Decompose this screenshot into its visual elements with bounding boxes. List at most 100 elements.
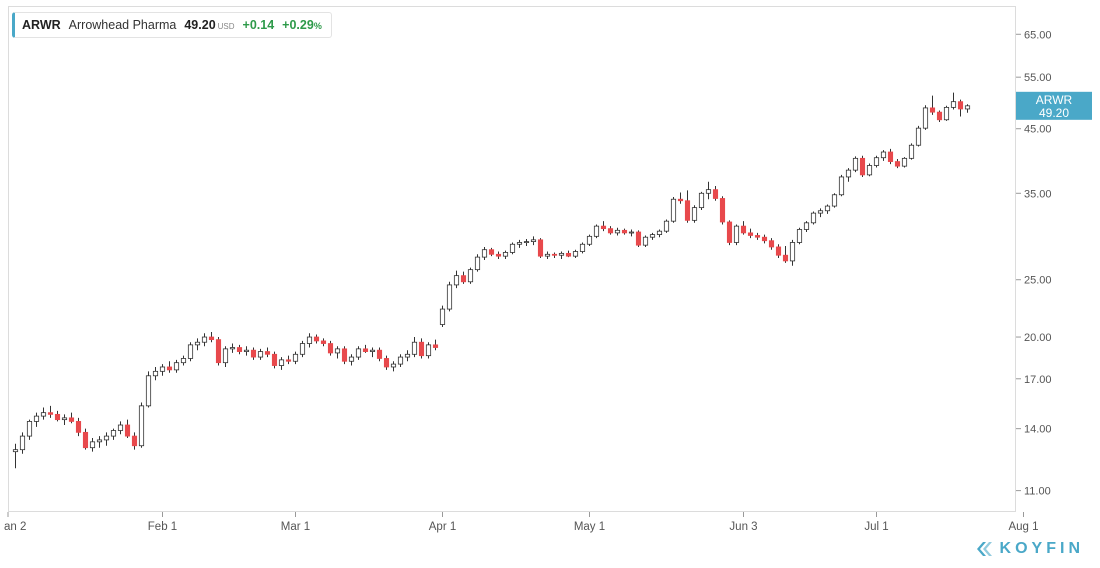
candle-body-up	[180, 358, 187, 364]
candlestick	[243, 346, 250, 356]
y-axis: 11.00 14.00 17.00 20.00 25.00 35.00 45.00 55.00…	[1016, 29, 1052, 498]
y-tick-label: 14.00	[1024, 424, 1052, 436]
candle-body-up	[61, 417, 68, 421]
candle-body-up	[586, 235, 593, 245]
legend-currency: USD	[217, 22, 235, 31]
candle-body-down	[313, 336, 320, 342]
candle-body-up	[110, 430, 117, 437]
candle-body-up	[880, 151, 887, 159]
candlestick	[432, 339, 439, 351]
candle-body-up	[425, 344, 432, 357]
candlestick	[180, 355, 187, 366]
candlestick	[544, 251, 551, 259]
candle-body-down	[362, 348, 369, 352]
candle-body-up	[831, 194, 838, 207]
candlestick	[698, 191, 705, 210]
candlestick	[110, 428, 117, 440]
candlestick	[838, 174, 845, 197]
candle-body-down	[264, 351, 271, 355]
candlestick	[705, 181, 712, 200]
candlestick	[117, 421, 124, 435]
candle-body-up	[33, 415, 40, 422]
candlestick	[579, 242, 586, 254]
candle-body-down	[47, 412, 54, 415]
candle-body-up	[117, 424, 124, 431]
candlestick	[334, 346, 341, 359]
candlestick	[236, 344, 243, 355]
candle-body-down	[565, 252, 572, 257]
candlestick	[929, 95, 936, 115]
candle-body-down	[726, 221, 733, 243]
candle-body-down	[894, 161, 901, 167]
candlestick	[411, 337, 418, 358]
candle-body-up	[698, 192, 705, 209]
candlestick	[173, 359, 180, 373]
candlestick	[166, 361, 173, 373]
candle-body-up	[544, 253, 551, 257]
candlestick	[460, 271, 467, 284]
candlestick	[537, 238, 544, 259]
candle-body-up	[404, 353, 411, 358]
candlestick	[572, 249, 579, 259]
candle-body-up	[817, 210, 824, 214]
candle-body-up	[222, 348, 229, 364]
candle-body-up	[152, 370, 159, 377]
candlestick	[187, 342, 194, 362]
candle-body-down	[495, 253, 502, 257]
candlestick	[908, 143, 915, 160]
candlestick	[355, 346, 362, 360]
candlestick	[894, 158, 901, 169]
candlestick	[880, 150, 887, 161]
candle-body-up	[334, 348, 341, 354]
candle-body-down	[936, 111, 943, 121]
candle-body-up	[915, 127, 922, 146]
candle-body-down	[215, 339, 222, 364]
candlestick	[614, 227, 621, 236]
candle-body-up	[873, 157, 880, 166]
candlestick	[439, 305, 446, 327]
candlestick	[26, 419, 33, 440]
candle-body-down	[754, 235, 761, 238]
candlestick	[68, 412, 75, 424]
candlestick	[957, 99, 964, 117]
candle-body-down	[537, 239, 544, 257]
y-tick-label: 17.00	[1024, 374, 1052, 386]
candle-body-up	[572, 251, 579, 257]
symbol-legend[interactable]: ARWR Arrowhead Pharma 49.20 USD +0.14 +0…	[12, 12, 332, 38]
candle-body-up	[26, 421, 33, 437]
candlestick	[621, 228, 628, 235]
candle-body-up	[824, 205, 831, 212]
candlestick	[901, 157, 908, 168]
candle-body-down	[551, 253, 558, 256]
candlestick	[656, 229, 663, 238]
candlestick	[467, 267, 474, 284]
candle-body-up	[397, 356, 404, 365]
candle-body-down	[768, 240, 775, 248]
candle-body-up	[201, 336, 208, 343]
candle-body-up	[803, 222, 810, 230]
candle-body-up	[292, 353, 299, 362]
candlestick	[103, 432, 110, 446]
candlestick	[474, 254, 481, 272]
candlestick	[530, 236, 537, 246]
x-tick-label: Jun 3	[729, 521, 757, 533]
candle-body-up	[614, 229, 621, 234]
candlestick	[348, 354, 355, 366]
candlestick	[740, 221, 747, 235]
candlestick	[488, 247, 495, 257]
candlestick	[600, 221, 607, 232]
candlestick	[152, 366, 159, 381]
candle-body-up	[663, 220, 670, 232]
legend-percent-sign: %	[313, 21, 322, 31]
candlestick	[649, 232, 656, 240]
candlestick	[124, 419, 131, 438]
candle-body-up	[502, 252, 509, 257]
candle-body-down	[747, 232, 754, 236]
candlestick	[292, 351, 299, 365]
candle-body-down	[621, 229, 628, 234]
candlestick	[145, 371, 152, 408]
candle-body-down	[712, 189, 719, 199]
candlestick	[628, 229, 635, 237]
